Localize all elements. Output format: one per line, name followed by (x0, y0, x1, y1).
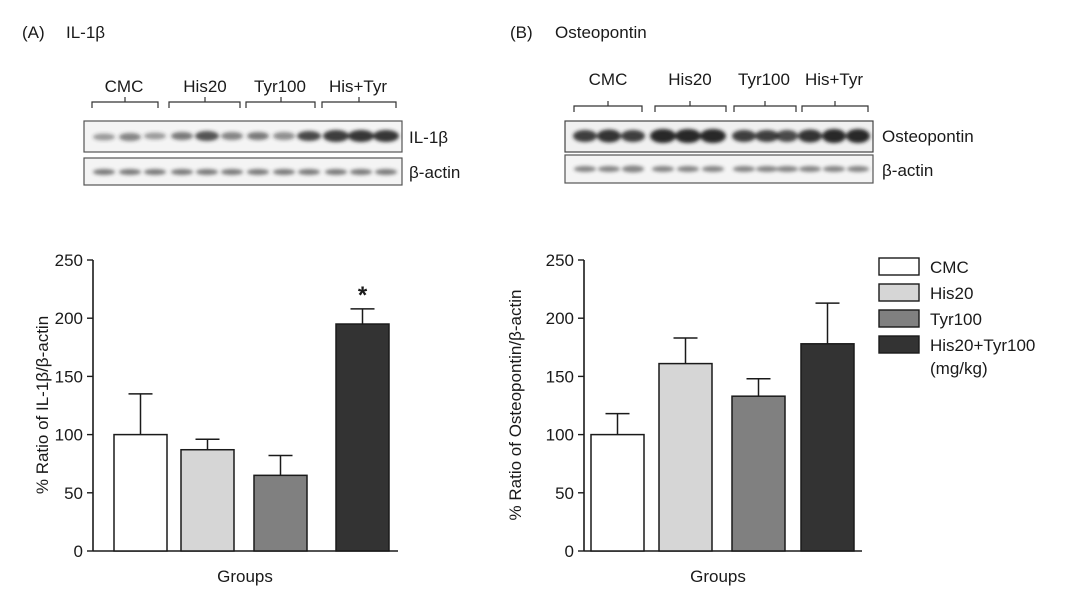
blot-a-group-label: Tyr100 (254, 77, 306, 96)
legend-label: His20+Tyr100 (930, 336, 1035, 355)
chart-b-y-axis-label: % Ratio of Osteopontin/β-actin (506, 290, 525, 521)
blot-b-row-label: Osteopontin (882, 127, 974, 146)
blot-a-group-label: His+Tyr (329, 77, 387, 96)
blot-a-row-label: IL-1β (409, 128, 448, 147)
blot-a-il1b-strip (83, 120, 403, 153)
bar-tyr100 (731, 395, 786, 552)
panel-a-protein: IL-1β (66, 23, 105, 42)
blot-a-group-label: CMC (105, 77, 144, 96)
bar-his20-tyr100 (335, 323, 390, 552)
y-tick-label: 50 (555, 484, 574, 503)
bar-his20 (180, 448, 235, 552)
bar-cmc (113, 433, 168, 552)
blot-b-actin-strip (564, 154, 874, 184)
blot-a-group-label: His20 (183, 77, 226, 96)
panel-a-blot-group-labels: CMC His20 Tyr100 His+Tyr (105, 77, 388, 96)
chart-a-y-axis-label: % Ratio of IL-1β/β-actin (33, 316, 52, 494)
legend-swatch-tyr100 (878, 309, 920, 328)
legend-label: His20 (930, 284, 973, 303)
blot-b-group-label: His20 (668, 70, 711, 89)
chart-b-y-axis-title: % Ratio of Osteopontin/β-actin (506, 290, 525, 521)
chart-b-x-axis-label: Groups (690, 567, 746, 586)
y-tick-label: 100 (55, 426, 83, 445)
panel-b-letter: (B) (510, 23, 533, 42)
blot-a-actin-strip (83, 157, 403, 186)
legend-swatch-cmc (878, 257, 920, 276)
chart-a-y-axis-title: % Ratio of IL-1β/β-actin (33, 316, 52, 494)
legend-label: CMC (930, 258, 969, 277)
panel-a-brackets (91, 97, 397, 108)
legend-swatch-his20-tyr100 (878, 335, 920, 354)
y-tick-label: 250 (55, 251, 83, 270)
y-tick-label: 200 (546, 309, 574, 328)
chart-b: % Ratio of Osteopontin/β-actin Groups 0 5… (506, 251, 862, 586)
panel-b-blot-group-labels: CMC His20 Tyr100 His+Tyr (589, 70, 864, 89)
y-tick-label: 0 (565, 542, 574, 561)
blot-b-osteopontin-strip (564, 120, 874, 153)
blot-b-group-label: His+Tyr (805, 70, 863, 89)
panel-b-brackets (573, 101, 869, 112)
chart-a: % Ratio of IL-1β/β-actin Groups 0 50 100 15… (33, 251, 398, 586)
bar-his20-tyr100 (800, 343, 855, 552)
blot-a-row-label: β-actin (409, 163, 460, 182)
legend: CMC His20 Tyr100 His20+Tyr100 (mg/kg) (878, 257, 1035, 378)
significance-marker: * (358, 282, 368, 309)
y-tick-label: 0 (74, 542, 83, 561)
legend-unit: (mg/kg) (930, 359, 988, 378)
y-tick-label: 100 (546, 426, 574, 445)
blot-b-group-label: Tyr100 (738, 70, 790, 89)
blot-b-row-label: β-actin (882, 161, 933, 180)
panel-a-letter: (A) (22, 23, 45, 42)
y-tick-label: 150 (55, 367, 83, 386)
panel-b-protein: Osteopontin (555, 23, 647, 42)
bar-cmc (590, 433, 645, 552)
blot-b-group-label: CMC (589, 70, 628, 89)
y-tick-label: 50 (64, 484, 83, 503)
y-tick-label: 200 (55, 309, 83, 328)
legend-swatch-his20 (878, 283, 920, 302)
y-tick-label: 250 (546, 251, 574, 270)
bar-his20 (658, 362, 713, 552)
bar-tyr100 (253, 474, 308, 552)
chart-a-x-axis-label: Groups (217, 567, 273, 586)
legend-label: Tyr100 (930, 310, 982, 329)
y-tick-label: 150 (546, 367, 574, 386)
